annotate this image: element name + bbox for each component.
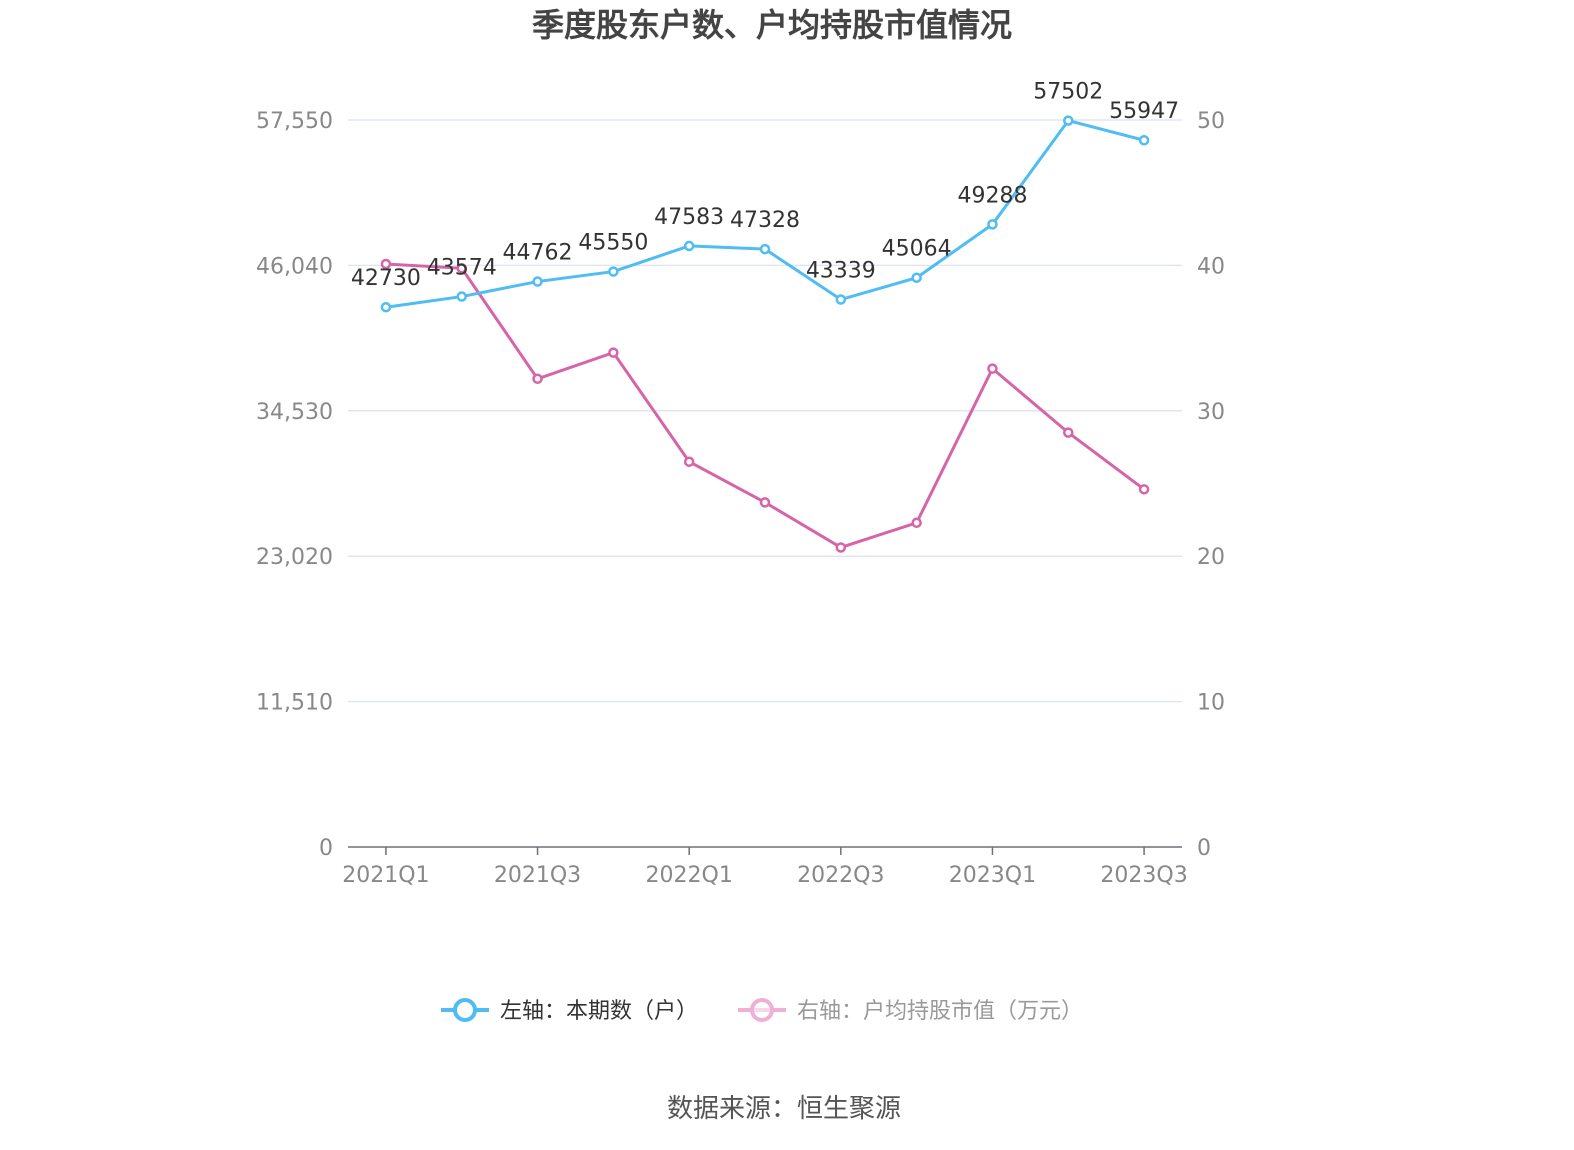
x-tick-label: 2022Q1 [646, 863, 733, 888]
x-tick-label: 2023Q3 [1100, 863, 1187, 888]
data-point[interactable] [1138, 134, 1150, 146]
data-label: 49288 [957, 183, 1027, 208]
data-point[interactable] [1138, 484, 1150, 495]
legend-label: 右轴：户均持股市值（万元） [797, 999, 1083, 1024]
x-tick-label: 2021Q3 [494, 863, 581, 888]
data-point[interactable] [759, 243, 771, 255]
legend-item-right[interactable]: 右轴：户均持股市值（万元） [738, 998, 1083, 1024]
data-point[interactable] [532, 276, 543, 287]
legend-item-left[interactable]: 左轴：本期数（户） [441, 998, 698, 1024]
data-point[interactable] [683, 240, 695, 252]
data-point[interactable] [380, 301, 392, 313]
x-tick-label: 2022Q3 [797, 863, 884, 888]
data-label: 47583 [654, 205, 724, 230]
data-label: 43574 [427, 256, 497, 281]
left-y-tick-label: 0 [319, 836, 333, 861]
data-point[interactable] [456, 291, 467, 302]
data-point[interactable] [835, 542, 847, 553]
data-point[interactable] [987, 219, 998, 230]
data-label: 57502 [1033, 80, 1103, 105]
data-label: 47328 [730, 208, 800, 233]
data-label: 45550 [578, 231, 648, 256]
data-point[interactable] [683, 456, 695, 467]
data-point[interactable] [608, 347, 619, 358]
right-y-tick-label: 30 [1197, 400, 1225, 425]
data-point[interactable] [380, 258, 392, 270]
data-label: 44762 [503, 241, 573, 266]
data-label: 55947 [1109, 99, 1179, 124]
legend-marker-icon [750, 998, 774, 1022]
x-tick-label: 2021Q1 [342, 863, 429, 888]
data-point[interactable] [911, 272, 922, 283]
chart-title: 季度股东户数、户均持股市值情况 [532, 6, 1012, 44]
legend: 左轴：本期数（户） 右轴：户均持股市值（万元） [441, 998, 1083, 1024]
data-point[interactable] [1063, 427, 1074, 438]
data-label: 43339 [806, 259, 876, 284]
source-note: 数据来源：恒生聚源 [667, 1094, 901, 1124]
right-y-tick-label: 50 [1197, 109, 1225, 134]
legend-marker-icon [453, 998, 477, 1022]
data-point[interactable] [456, 263, 467, 274]
data-point[interactable] [1063, 115, 1074, 126]
data-point[interactable] [911, 517, 922, 529]
left-y-tick-label: 46,040 [256, 254, 333, 279]
right-y-tick-label: 10 [1197, 691, 1225, 716]
data-label: 45064 [882, 237, 952, 262]
data-point[interactable] [532, 373, 543, 385]
x-tick-label: 2023Q1 [949, 863, 1036, 888]
data-point[interactable] [835, 294, 847, 305]
left-y-tick-label: 57,550 [256, 109, 333, 134]
left-y-tick-label: 11,510 [256, 691, 333, 716]
right-y-tick-label: 0 [1197, 836, 1211, 861]
data-label: 42730 [351, 266, 421, 291]
legend-label: 左轴：本期数（户） [500, 999, 698, 1024]
right-y-tick-label: 40 [1197, 254, 1225, 279]
data-point[interactable] [987, 363, 998, 374]
data-point[interactable] [759, 497, 771, 508]
left-y-tick-label: 34,530 [256, 400, 333, 425]
left-y-tick-label: 23,020 [256, 545, 333, 570]
data-point[interactable] [608, 266, 619, 277]
right-y-tick-label: 20 [1197, 545, 1225, 570]
